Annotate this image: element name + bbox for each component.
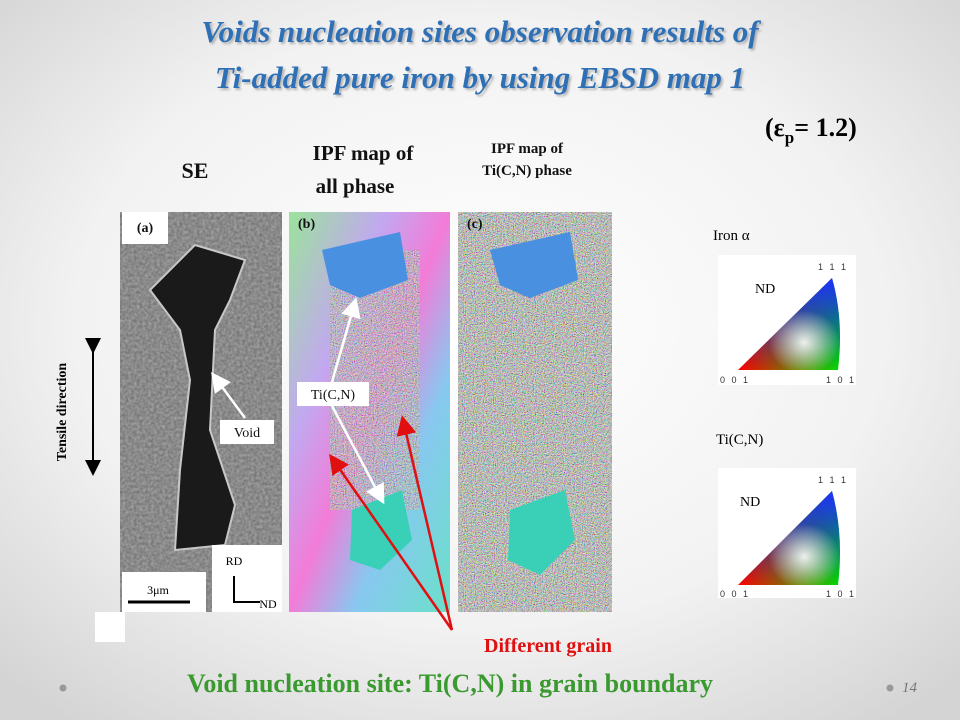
corner-label: 1 1 1 — [818, 262, 848, 272]
panel-label: (b) — [298, 217, 315, 232]
rd-label: RD — [226, 554, 243, 568]
tin-arrow — [330, 297, 361, 383]
legend-axis: ND — [755, 282, 775, 297]
scale-label: 3μm — [147, 583, 169, 597]
title-line: Voids nucleation sites observation resul… — [201, 14, 761, 49]
legend-title: Ti(C,N) — [716, 432, 763, 448]
void-label: Void — [234, 426, 260, 441]
panel-heading: IPF map of — [313, 141, 415, 165]
axes-icon — [233, 576, 260, 603]
label-box — [122, 572, 206, 612]
page-number: 14 — [902, 680, 918, 696]
panel-label: (a) — [137, 221, 154, 236]
ipf-all-image — [289, 212, 450, 612]
title-line: Ti-added pure iron by using EBSD map 1 — [215, 60, 745, 95]
corner-box — [95, 612, 125, 642]
grain-arrow — [396, 415, 454, 631]
corner-label: 1 1 1 — [818, 475, 848, 485]
tensile-label: Tensile direction — [55, 363, 70, 462]
corner-label: 0 0 1 — [720, 589, 750, 599]
footer: Void nucleation site: Ti(C,N) in grain b… — [187, 669, 713, 698]
panel-label: (c) — [467, 217, 483, 232]
ipf-legend: Ti(C,N) ND 0 0 1 1 0 1 1 1 1 — [716, 432, 856, 599]
strain: (εp= 1.2) — [765, 113, 857, 147]
corner-label: 1 0 1 — [826, 375, 856, 385]
legend-title: Iron α — [713, 228, 750, 244]
label-box — [122, 212, 168, 244]
panel-heading: all phase — [316, 174, 395, 198]
grain-arrow — [329, 453, 454, 631]
strain-prefix: (ε — [765, 113, 785, 142]
ipf-legend: Iron α ND 0 0 1 1 0 1 1 1 1 — [713, 228, 856, 385]
label-box — [212, 545, 282, 612]
void-arrow — [211, 371, 247, 419]
strain-suffix: = 1.2) — [794, 113, 856, 142]
label-box — [297, 382, 369, 406]
tin-label: Ti(C,N) — [311, 388, 356, 403]
strain-sub: p — [785, 128, 794, 147]
panel-heading: SE — [182, 158, 209, 183]
label-box — [220, 420, 274, 444]
bullet — [886, 684, 894, 692]
bullet — [59, 684, 67, 692]
panel-heading: Ti(C,N) phase — [482, 163, 572, 179]
nd-label: ND — [259, 597, 277, 611]
corner-label: 1 0 1 — [826, 589, 856, 599]
corner-label: 0 0 1 — [720, 375, 750, 385]
tin-arrow — [330, 405, 385, 505]
panel-heading: IPF map of — [491, 141, 564, 157]
ipf-tin-image — [458, 212, 612, 612]
grain-label: Different grain — [484, 635, 612, 657]
legend-axis: ND — [740, 495, 760, 510]
